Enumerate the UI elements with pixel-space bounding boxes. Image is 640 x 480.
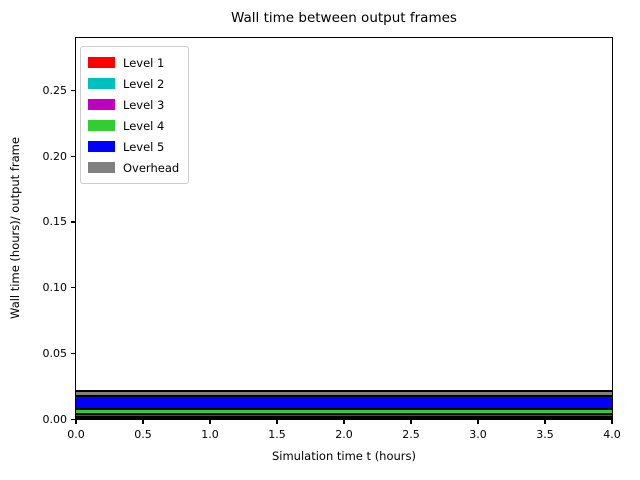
- legend-label: Level 5: [123, 139, 165, 154]
- legend-swatch-icon: [88, 162, 115, 173]
- y-tick-mark: [71, 352, 75, 354]
- y-tick-label: 0.00: [42, 412, 68, 426]
- stack-band-overhead: [76, 389, 612, 396]
- x-tick-label: 1.0: [201, 428, 219, 441]
- y-tick-mark: [71, 155, 75, 157]
- legend-item-overhead: Overhead: [88, 157, 179, 178]
- legend-item-level-4: Level 4: [88, 115, 179, 136]
- y-tick-label: 0.20: [42, 149, 68, 163]
- x-tick-mark: [276, 420, 278, 424]
- stack-band-level-2: [76, 415, 612, 418]
- stack-band-level-3: [76, 413, 612, 416]
- y-tick-label: 0.15: [42, 215, 68, 229]
- legend-swatch-icon: [88, 99, 115, 110]
- legend-label: Level 4: [123, 118, 165, 133]
- y-tick-mark: [71, 418, 75, 420]
- x-tick-mark: [209, 420, 211, 424]
- y-tick-mark: [71, 221, 75, 223]
- x-tick-mark: [544, 420, 546, 424]
- x-tick-label: 0.5: [134, 428, 152, 441]
- y-tick-mark: [71, 287, 75, 289]
- x-axis-label: Simulation time t (hours): [271, 449, 417, 463]
- legend-label: Level 3: [123, 97, 165, 112]
- legend-swatch-icon: [88, 120, 115, 131]
- legend-item-level-5: Level 5: [88, 136, 179, 157]
- x-tick-mark: [611, 420, 613, 424]
- x-tick-mark: [477, 420, 479, 424]
- x-tick-label: 2.0: [335, 428, 353, 441]
- legend: Level 1 Level 2 Level 3 Level 4 Level 5 Overh…: [80, 46, 190, 184]
- legend-item-level-2: Level 2: [88, 73, 179, 94]
- x-tick-label: 2.5: [402, 428, 420, 441]
- legend-swatch-icon: [88, 78, 115, 89]
- x-tick-label: 4.0: [603, 428, 621, 441]
- stack-band-level-5: [76, 395, 612, 408]
- stack-band-level-1: [76, 417, 612, 420]
- legend-label: Level 2: [123, 76, 165, 91]
- y-tick-label: 0.25: [42, 84, 68, 98]
- stack-band-level-4: [76, 407, 612, 414]
- legend-item-level-3: Level 3: [88, 94, 179, 115]
- legend-label: Overhead: [123, 160, 180, 175]
- x-tick-mark: [410, 420, 412, 424]
- y-tick-label: 0.05: [42, 346, 68, 360]
- x-tick-mark: [343, 420, 345, 424]
- x-tick-label: 3.0: [469, 428, 487, 441]
- y-tick-label: 0.10: [42, 281, 68, 295]
- legend-swatch-icon: [88, 57, 115, 68]
- y-tick-mark: [71, 90, 75, 92]
- x-tick-mark: [142, 420, 144, 424]
- plot-area: Level 1 Level 2 Level 3 Level 4 Level 5 Overh…: [75, 37, 613, 420]
- x-tick-label: 1.5: [268, 428, 286, 441]
- legend-item-level-1: Level 1: [88, 52, 179, 73]
- chart-title: Wall time between output frames: [231, 10, 457, 26]
- x-tick-mark: [75, 420, 77, 424]
- x-tick-label: 3.5: [536, 428, 554, 441]
- legend-swatch-icon: [88, 141, 115, 152]
- x-tick-label: 0.0: [67, 428, 85, 441]
- legend-label: Level 1: [123, 55, 165, 70]
